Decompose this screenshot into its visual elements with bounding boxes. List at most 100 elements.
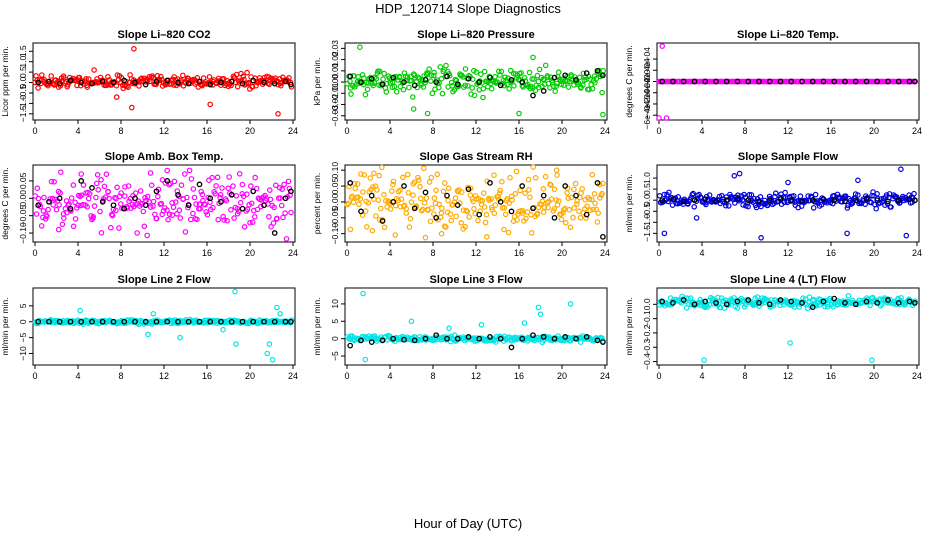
data-point (387, 206, 394, 212)
hourly-mean-point (239, 80, 246, 87)
data-point (499, 205, 506, 211)
data-point (190, 210, 196, 217)
hourly-mean-point (78, 318, 85, 325)
data-point (421, 200, 428, 206)
data-point (74, 82, 80, 89)
data-point (405, 190, 412, 196)
data-point (415, 174, 421, 181)
x-tick-label: 12 (471, 248, 481, 258)
data-point (429, 90, 436, 97)
data-point (764, 202, 771, 209)
y-tick-label: −5 (330, 351, 340, 361)
data-point (571, 205, 577, 211)
data-point (488, 85, 495, 92)
hourly-mean-point (185, 318, 192, 325)
data-point (188, 176, 195, 182)
data-point (478, 71, 484, 78)
data-point (188, 216, 194, 223)
data-point (116, 225, 122, 231)
data-point (206, 74, 213, 80)
hourly-mean-point (99, 78, 106, 85)
data-point (267, 196, 274, 203)
hourly-mean-point (885, 78, 891, 85)
data-point (568, 194, 575, 201)
hourly-mean-point (600, 233, 606, 240)
hourly-mean-point (89, 80, 95, 87)
x-tick-label: 16 (826, 126, 836, 136)
hourly-mean-point (142, 318, 149, 325)
data-point (381, 192, 387, 198)
data-point (225, 185, 232, 192)
data-point (390, 181, 396, 188)
outlier-point (903, 232, 910, 239)
y-tick-label: −0.01 (330, 82, 340, 104)
data-point (566, 206, 573, 213)
data-point (443, 224, 449, 230)
data-point (215, 216, 222, 223)
hourly-mean-point (895, 78, 902, 85)
data-point (501, 226, 507, 233)
outlier-point (150, 310, 157, 317)
data-point (842, 193, 849, 199)
data-point (565, 195, 572, 202)
data-point (469, 85, 476, 91)
outlier-point (145, 331, 151, 338)
data-point (370, 82, 377, 89)
data-point (587, 207, 594, 213)
outlier-point (357, 44, 363, 51)
data-point (555, 333, 561, 339)
data-point (365, 200, 372, 206)
hourly-mean-point (508, 76, 515, 83)
outlier-point (785, 179, 791, 186)
outlier-point (521, 320, 528, 326)
hourly-mean-point (250, 188, 257, 195)
panel-title: Slope Line 4 (LT) Flow (730, 274, 846, 286)
y-tick-label: −0.4 (642, 353, 652, 370)
hourly-mean-point (358, 79, 364, 85)
y-tick-label: −6e−04 (642, 101, 652, 130)
data-point (254, 206, 261, 213)
data-point (279, 186, 286, 192)
x-tick-label: 24 (912, 248, 922, 258)
data-point (599, 190, 605, 197)
data-point (491, 172, 497, 179)
hourly-mean-point (454, 202, 461, 208)
data-point (661, 191, 668, 198)
hourly-mean-point (390, 74, 397, 81)
hourly-mean-point (239, 205, 246, 212)
data-point (355, 74, 362, 80)
hourly-mean-point (422, 335, 429, 342)
hourly-mean-point (659, 78, 666, 85)
hourly-mean-point (906, 298, 913, 305)
data-point (588, 196, 595, 203)
y-tick-label: −1.0 (18, 95, 28, 112)
data-point (381, 224, 388, 231)
data-point (150, 75, 157, 81)
data-point (220, 213, 226, 220)
hourly-mean-point (121, 318, 128, 325)
outlier-point (663, 115, 670, 121)
data-point (570, 214, 576, 221)
data-point (540, 209, 547, 215)
data-point (532, 175, 539, 181)
data-point (38, 72, 45, 78)
hourly-mean-point (401, 336, 407, 343)
data-point (475, 217, 481, 224)
x-tick-label: 20 (869, 248, 879, 258)
x-tick-label: 20 (869, 126, 879, 136)
data-point (506, 86, 513, 92)
outlier-point (55, 226, 62, 233)
data-point (165, 216, 171, 223)
y-tick-label: −1.5 (18, 105, 28, 122)
data-point (443, 62, 449, 69)
y-tick-label: −0.1 (642, 310, 652, 327)
data-point (746, 191, 753, 198)
x-tick-label: 8 (742, 371, 747, 381)
data-point (248, 183, 254, 189)
data-point (376, 172, 383, 179)
hourly-mean-point (659, 298, 666, 305)
y-tick-label: 0e+00 (642, 69, 652, 93)
data-point (535, 78, 542, 85)
data-point (431, 195, 438, 201)
